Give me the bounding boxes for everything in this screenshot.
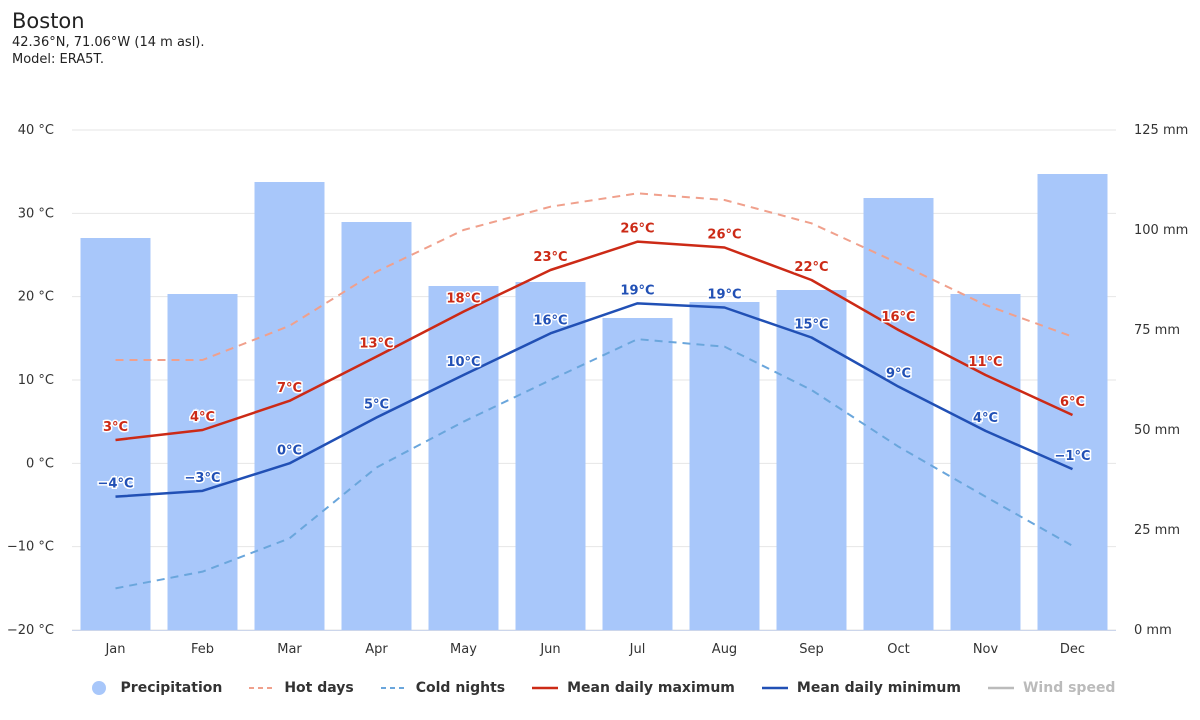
mean-daily-minimum-data-label: −3°C xyxy=(185,471,221,486)
mean-daily-maximum-data-label: 22°C xyxy=(794,260,828,275)
page-title: Boston xyxy=(12,9,85,33)
precipitation-bar xyxy=(863,198,934,630)
precipitation-bar xyxy=(689,302,760,630)
precipitation-bar xyxy=(341,222,412,630)
hot-days-line xyxy=(115,192,1073,361)
y-right-tick-label: 75 mm xyxy=(1134,323,1180,338)
y-right-tick-label: 100 mm xyxy=(1134,223,1188,238)
chart-header: Boston 42.36°N, 71.06°W (14 m asl). Mode… xyxy=(12,8,205,68)
y-right-tick-label: 25 mm xyxy=(1134,523,1180,538)
precipitation-bar xyxy=(1037,174,1108,630)
precipitation-bar xyxy=(950,294,1021,630)
legend-label-hot-days: Hot days xyxy=(284,680,354,696)
y-left-tick-label: −20 °C xyxy=(7,623,54,638)
legend-item-cold-nights[interactable]: Cold nights xyxy=(380,680,505,696)
mean-daily-minimum-data-label: 9°C xyxy=(886,367,911,382)
precipitation-bar xyxy=(167,294,238,630)
mean-max-legend-icon xyxy=(532,686,559,690)
mean-daily-minimum-data-label: −4°C xyxy=(98,477,134,492)
x-tick-label: Feb xyxy=(191,642,214,657)
precipitation-legend-icon xyxy=(91,681,106,695)
x-tick-label: May xyxy=(450,642,477,657)
legend-item-mean-max[interactable]: Mean daily maximum xyxy=(531,680,735,696)
legend-label-precipitation: Precipitation xyxy=(120,680,223,696)
mean-daily-maximum-data-label: 18°C xyxy=(446,292,480,307)
mean-daily-minimum-line xyxy=(115,302,1074,498)
legend-label-cold-nights: Cold nights xyxy=(415,680,506,696)
x-tick-label: Nov xyxy=(973,642,999,657)
y-right-tick-label: 125 mm xyxy=(1134,123,1188,138)
mean-daily-maximum-data-label: 7°C xyxy=(277,381,302,396)
y-right-tick-label: 0 mm xyxy=(1134,623,1172,638)
x-tick-label: Apr xyxy=(365,642,388,657)
mean-daily-maximum-data-label: 23°C xyxy=(533,250,567,265)
mean-daily-maximum-data-label: 4°C xyxy=(190,410,215,425)
climate-chart: −20 °C −10 °C 0 °C 10 °C 20 °C 30 °C 40 °C 0 mm… xyxy=(7,123,1188,657)
precipitation-bar xyxy=(428,286,499,630)
x-tick-label: Jan xyxy=(104,642,125,657)
hot-days-legend-icon xyxy=(249,687,276,689)
legend-item-precipitation[interactable]: Precipitation xyxy=(85,680,223,696)
mean-min-legend-icon xyxy=(761,686,788,690)
precipitation-bar xyxy=(515,282,586,630)
y-left-tick-label: −10 °C xyxy=(7,540,54,555)
y-left-tick-label: 40 °C xyxy=(18,123,54,138)
location-coordinates: 42.36°N, 71.06°W (14 m asl). xyxy=(12,35,205,50)
mean-daily-maximum-data-label: 26°C xyxy=(707,228,741,243)
x-tick-label: Aug xyxy=(712,642,737,657)
y-left-tick-label: 10 °C xyxy=(18,373,54,388)
mean-daily-minimum-data-label: 5°C xyxy=(364,398,389,413)
legend-label-mean-max: Mean daily maximum xyxy=(567,680,735,696)
mean-daily-minimum-data-label: 4°C xyxy=(973,411,998,426)
mean-daily-minimum-data-label: 0°C xyxy=(277,443,302,458)
legend-label-mean-min: Mean daily minimum xyxy=(796,680,961,696)
y-left-tick-label: 0 °C xyxy=(26,456,54,471)
precipitation-bar xyxy=(80,238,151,630)
model-label: Model: ERA5T. xyxy=(12,52,104,67)
cold-nights-line xyxy=(115,338,1073,590)
legend-item-wind-speed[interactable]: Wind speed xyxy=(987,680,1115,696)
mean-daily-minimum-data-label: 19°C xyxy=(707,288,741,303)
mean-daily-maximum-data-label: 16°C xyxy=(881,310,915,325)
x-tick-label: Sep xyxy=(799,642,824,657)
y-left-tick-label: 20 °C xyxy=(18,290,54,305)
wind-speed-legend-icon xyxy=(987,686,1014,690)
y-right-tick-label: 50 mm xyxy=(1134,423,1180,438)
mean-daily-minimum-data-label: −1°C xyxy=(1055,449,1091,464)
x-tick-label: Oct xyxy=(887,642,909,657)
mean-daily-minimum-data-label: 15°C xyxy=(794,318,828,333)
precipitation-bar xyxy=(776,290,847,630)
x-tick-label: Mar xyxy=(277,642,302,657)
x-tick-label: Jun xyxy=(539,642,560,657)
x-tick-label: Dec xyxy=(1060,642,1085,657)
mean-daily-maximum-data-label: 13°C xyxy=(359,337,393,352)
precipitation-bar xyxy=(254,182,325,630)
mean-daily-maximum-data-label: 3°C xyxy=(103,420,128,435)
mean-daily-maximum-data-label: 6°C xyxy=(1060,395,1085,410)
legend-item-mean-min[interactable]: Mean daily minimum xyxy=(761,680,961,696)
x-tick-label: Jul xyxy=(629,642,646,657)
cold-nights-legend-icon xyxy=(380,687,407,689)
mean-daily-maximum-line xyxy=(115,240,1074,442)
y-left-tick-label: 30 °C xyxy=(18,206,54,221)
precipitation-bar xyxy=(602,318,673,630)
legend-label-wind-speed: Wind speed xyxy=(1022,680,1116,696)
legend-item-hot-days[interactable]: Hot days xyxy=(248,680,354,696)
mean-daily-maximum-data-label: 26°C xyxy=(620,222,654,237)
chart-legend: Precipitation Hot days Cold nights Mean … xyxy=(0,676,1200,700)
mean-daily-minimum-data-label: 10°C xyxy=(446,355,480,370)
mean-daily-minimum-data-label: 16°C xyxy=(533,313,567,328)
mean-daily-maximum-data-label: 11°C xyxy=(968,355,1002,370)
mean-daily-minimum-data-label: 19°C xyxy=(620,283,654,298)
